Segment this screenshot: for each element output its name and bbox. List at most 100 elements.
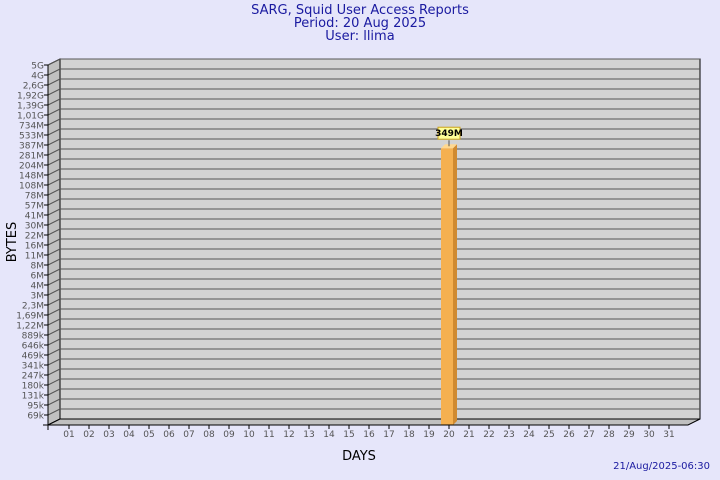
x-tick-label: 24 <box>523 430 535 440</box>
gridline-side <box>47 248 61 256</box>
x-tick-label: 08 <box>203 430 215 440</box>
gridline-side <box>47 58 61 66</box>
gridline-side <box>47 238 61 246</box>
x-tick-label: 21 <box>463 430 474 440</box>
gridline-side <box>47 228 61 236</box>
y-tick-label: 341k <box>22 362 45 372</box>
y-tick-label: 734M <box>19 122 44 132</box>
gridline-side <box>47 68 61 76</box>
chart-user: User: llima <box>325 29 395 44</box>
gridline-side <box>47 328 61 336</box>
y-tick-label: 646k <box>22 342 45 352</box>
x-tick-label: 02 <box>83 430 94 440</box>
x-tick-label: 07 <box>183 430 194 440</box>
y-tick-label: 5G <box>31 62 44 72</box>
timestamp: 21/Aug/2025-06:30 <box>613 461 710 472</box>
y-tick-label: 57M <box>25 202 44 212</box>
gridline-side <box>47 88 61 96</box>
y-tick-label: 6M <box>31 272 45 282</box>
x-tick-label: 15 <box>343 430 354 440</box>
x-tick-label: 27 <box>583 430 594 440</box>
y-tick-label: 180k <box>22 382 45 392</box>
gridline-side <box>47 278 61 286</box>
y-tick-label: 387M <box>19 142 44 152</box>
x-axis-label: DAYS <box>342 449 376 464</box>
y-tick-label: 1,92G <box>17 92 44 102</box>
y-tick-label: 131k <box>22 392 45 402</box>
y-tick-label: 533M <box>19 132 44 142</box>
gridline-side <box>47 408 61 416</box>
floor <box>47 418 701 426</box>
x-tick-label: 19 <box>423 430 435 440</box>
y-tick-label: 78M <box>25 192 44 202</box>
y-tick-label: 1,01G <box>17 112 44 122</box>
y-tick-label: 1,39G <box>17 102 44 112</box>
y-tick-label: 204M <box>19 162 44 172</box>
gridline-side <box>47 308 61 316</box>
y-tick-label: 1,69M <box>16 312 44 322</box>
y-tick-label: 469k <box>22 352 45 362</box>
y-tick-label: 16M <box>25 242 44 252</box>
gridline-side <box>47 138 61 146</box>
gridline-side <box>47 198 61 206</box>
data-label: 349M <box>435 129 463 139</box>
gridline-side <box>47 398 61 406</box>
gridline-side <box>47 338 61 346</box>
x-tick-label: 22 <box>483 430 494 440</box>
gridline-side <box>47 218 61 226</box>
y-tick-label: 3M <box>31 292 45 302</box>
x-tick-label: 01 <box>63 430 74 440</box>
x-tick-label: 14 <box>323 430 335 440</box>
x-tick-label: 26 <box>563 430 575 440</box>
x-tick-label: 30 <box>643 430 655 440</box>
x-tick-label: 29 <box>623 430 635 440</box>
gridline-side <box>47 188 61 196</box>
gridline-side <box>47 378 61 386</box>
gridline-side <box>47 158 61 166</box>
x-tick-label: 03 <box>103 430 114 440</box>
y-tick-label: 2,6G <box>23 82 44 92</box>
y-tick-label: 41M <box>25 212 44 222</box>
x-tick-label: 20 <box>443 430 455 440</box>
gridline-side <box>47 78 61 86</box>
x-tick-label: 04 <box>123 430 135 440</box>
x-tick-label: 06 <box>163 430 175 440</box>
gridline-side <box>47 318 61 326</box>
gridline-side <box>47 288 61 296</box>
gridline-side <box>47 98 61 106</box>
gridline-side <box>47 348 61 356</box>
chart-title: SARG, Squid User Access Reports <box>251 3 469 18</box>
y-tick-label: 30M <box>25 222 44 232</box>
x-tick-label: 11 <box>263 430 274 440</box>
y-tick-label: 1,22M <box>16 322 44 332</box>
y-tick-label: 281M <box>19 152 44 162</box>
x-tick-label: 25 <box>543 430 554 440</box>
y-tick-label: 4G <box>31 72 44 82</box>
gridline-side <box>47 118 61 126</box>
x-tick-label: 10 <box>243 430 255 440</box>
y-tick-label: 2,3M <box>22 302 44 312</box>
y-tick-label: 22M <box>25 232 44 242</box>
y-tick-label: 247k <box>22 372 45 382</box>
x-tick-label: 23 <box>503 430 514 440</box>
y-tick-label: 95k <box>27 402 44 412</box>
gridline-side <box>47 208 61 216</box>
y-tick-label: 8M <box>31 262 45 272</box>
gridline-side <box>47 368 61 376</box>
bar-side <box>453 144 457 425</box>
x-tick-label: 28 <box>603 430 615 440</box>
gridline-side <box>47 358 61 366</box>
gridline-side <box>47 178 61 186</box>
chart-period: Period: 20 Aug 2025 <box>293 16 427 31</box>
y-tick-label: 4M <box>31 282 45 292</box>
gridline-side <box>47 128 61 136</box>
x-tick-label: 09 <box>223 430 235 440</box>
y-tick-label: 11M <box>25 252 44 262</box>
y-tick-label: 889k <box>22 332 45 342</box>
gridline-side <box>47 298 61 306</box>
x-tick-label: 17 <box>383 430 394 440</box>
y-axis-label: BYTES <box>5 222 20 263</box>
gridline-side <box>47 148 61 156</box>
gridline-side <box>47 388 61 396</box>
